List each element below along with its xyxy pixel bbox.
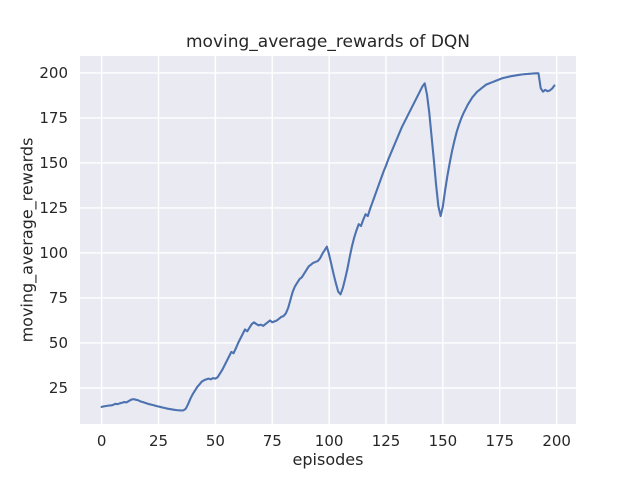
y-tick-label: 75 (48, 288, 68, 307)
x-tick-label: 0 (96, 432, 107, 450)
y-tick-label: 100 (39, 243, 68, 262)
y-tick-label: 175 (39, 108, 68, 127)
reward-line (100, 72, 556, 412)
x-tick-label: 100 (314, 432, 344, 450)
y-tick-label: 200 (39, 63, 68, 82)
x-tick-label: 175 (485, 432, 515, 450)
x-tick-label: 75 (262, 432, 282, 450)
y-tick-label: 50 (48, 333, 68, 352)
x-tick-label: 25 (148, 432, 169, 450)
y-tick-label: 25 (48, 378, 68, 397)
x-tick-label: 200 (542, 432, 571, 450)
chart-svg (80, 56, 576, 424)
gridlines (80, 56, 576, 424)
chart-title: moving_average_rewards of DQN (185, 32, 471, 52)
plot-area (80, 56, 576, 424)
x-tick-label: 125 (371, 432, 401, 450)
y-tick-label: 150 (39, 153, 68, 172)
x-axis-label: episodes (292, 450, 364, 469)
x-tick-label: 150 (428, 432, 458, 450)
y-tick-label: 125 (39, 198, 68, 217)
x-tick-label: 50 (205, 432, 225, 450)
